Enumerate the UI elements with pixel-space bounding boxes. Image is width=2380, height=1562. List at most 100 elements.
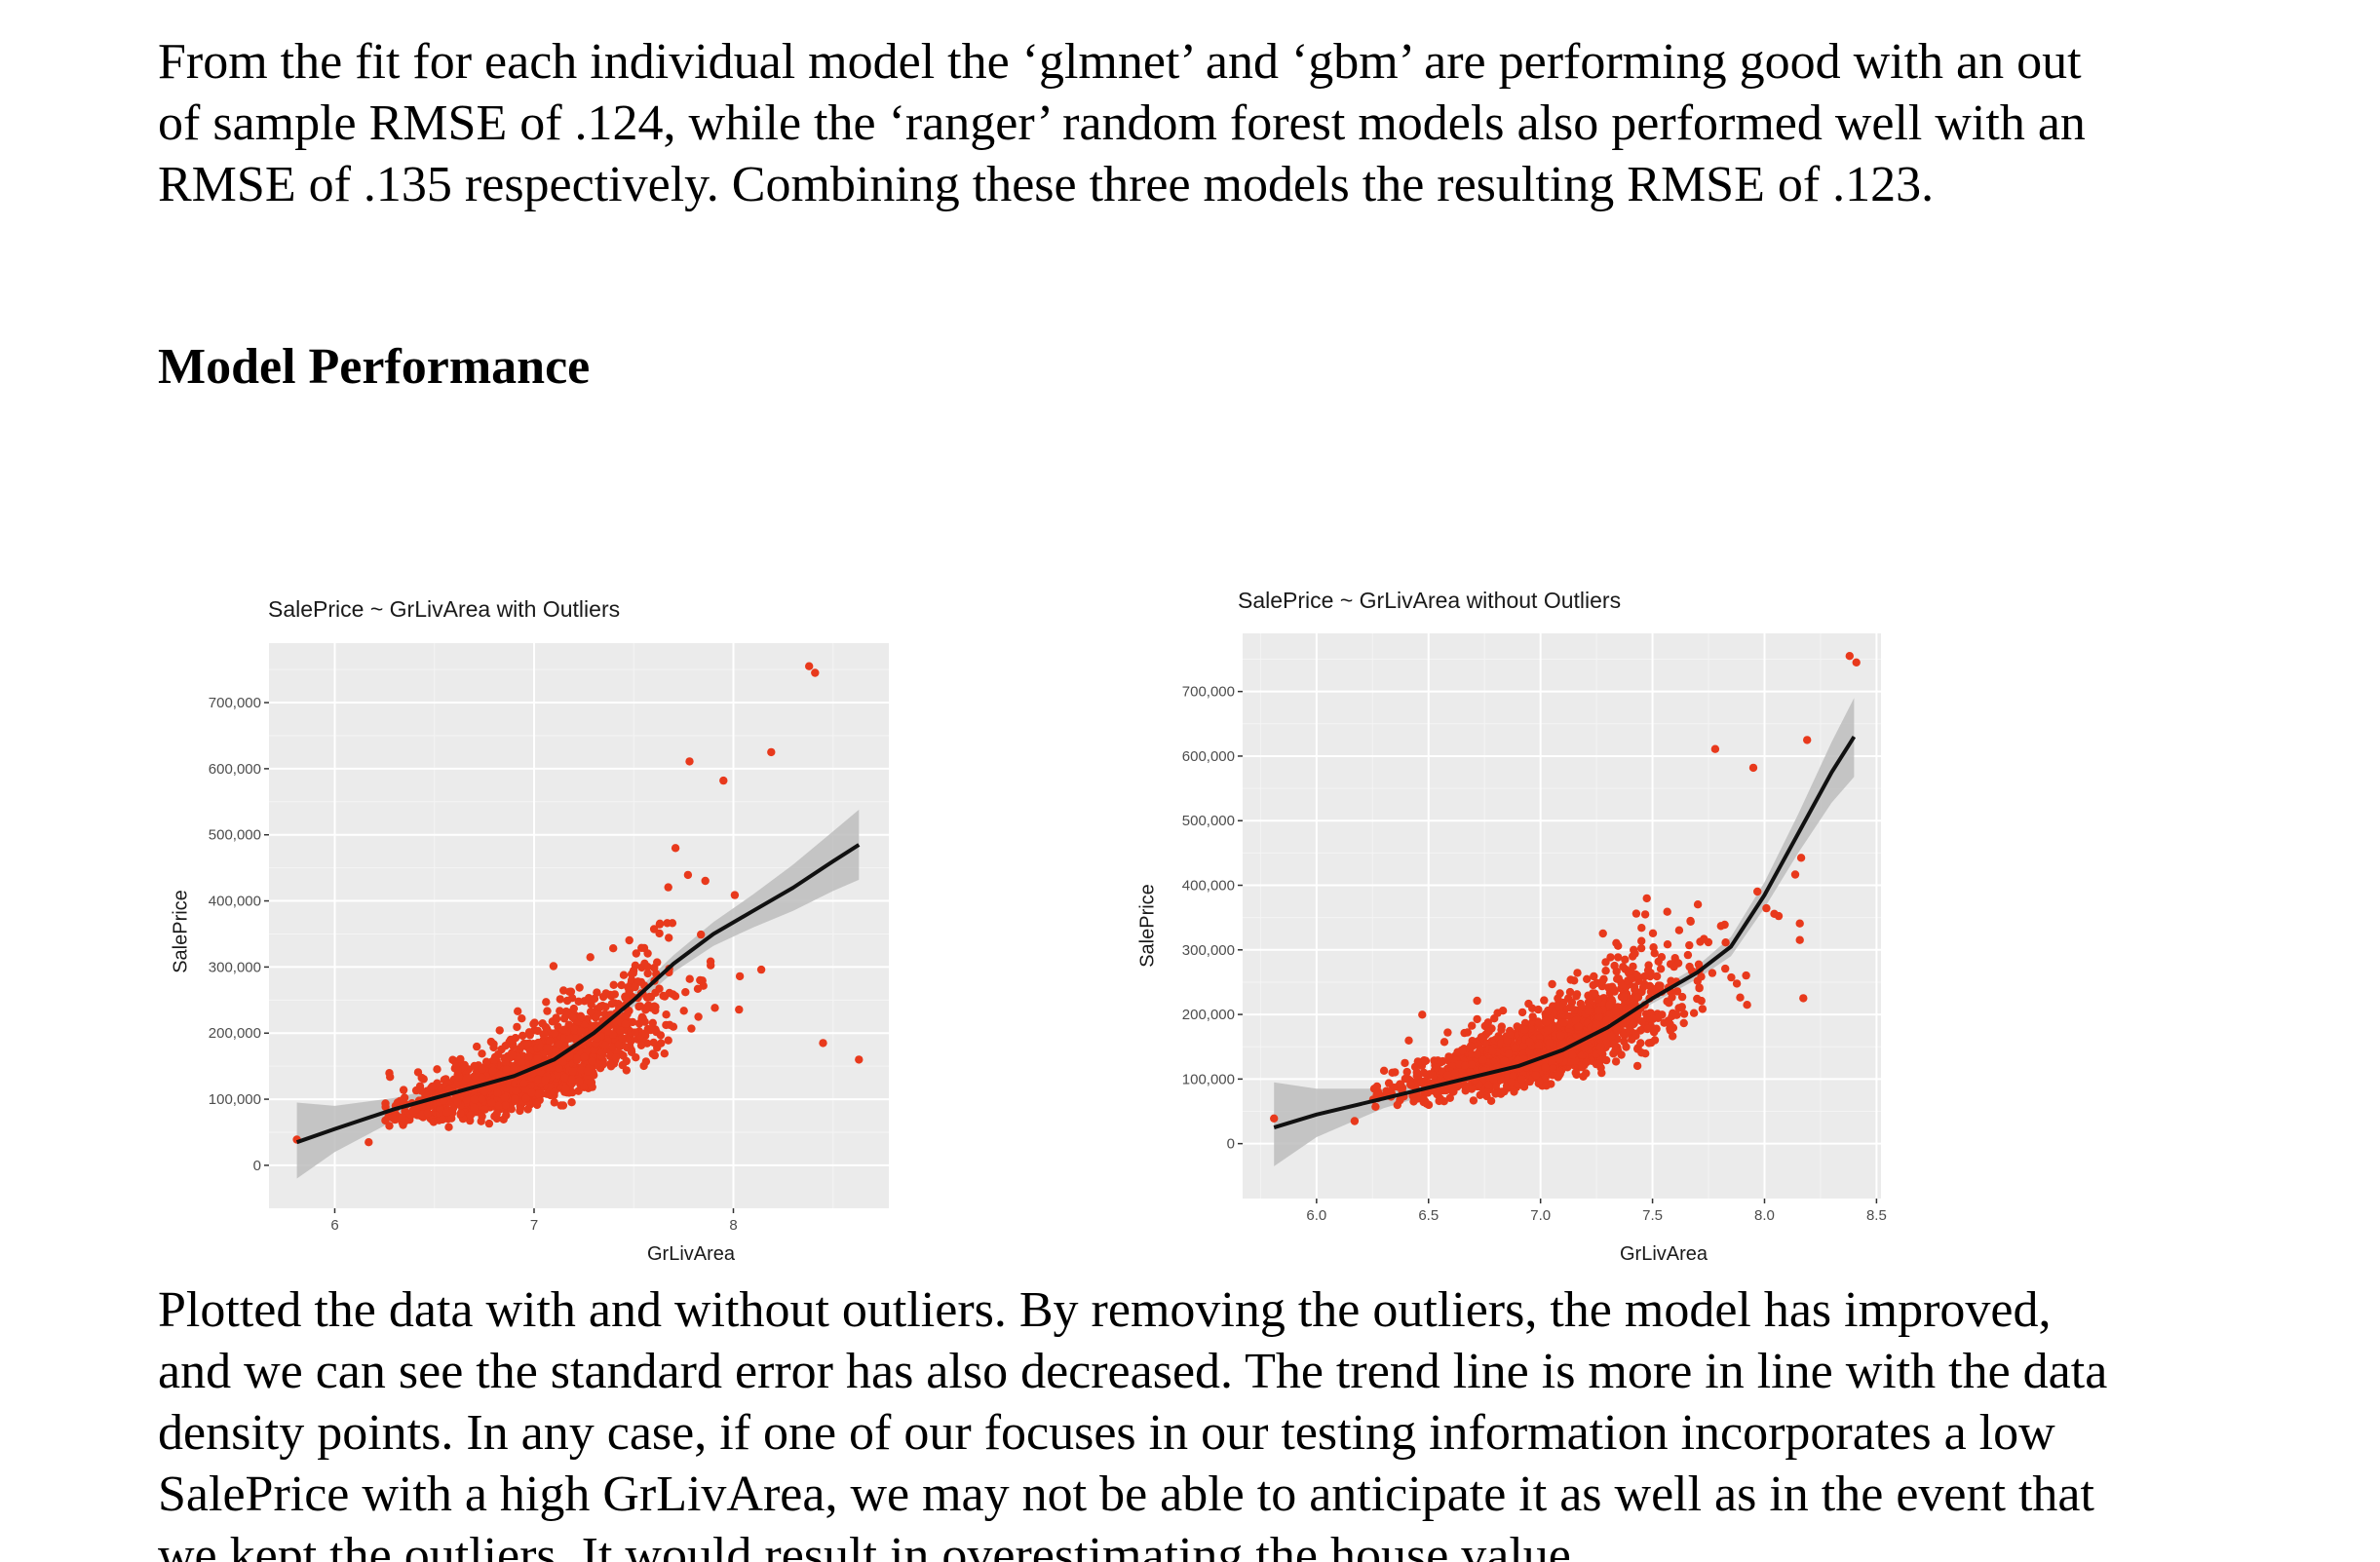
data-point (1633, 993, 1643, 1002)
data-point (1541, 1074, 1550, 1083)
data-point (1677, 1003, 1686, 1011)
data-point (1593, 1019, 1601, 1029)
data-point (1473, 1049, 1481, 1059)
data-point (596, 1002, 605, 1011)
data-point (1637, 1017, 1646, 1026)
data-point (614, 1040, 624, 1048)
data-point (1391, 1068, 1400, 1077)
data-point (679, 1007, 688, 1015)
data-point (1379, 1066, 1389, 1075)
data-point (1852, 658, 1861, 667)
data-point (1450, 1069, 1460, 1078)
data-point (511, 1034, 520, 1043)
data-point (656, 1031, 666, 1040)
data-point (1554, 1070, 1562, 1080)
data-point (625, 986, 633, 996)
data-point (481, 1057, 491, 1066)
data-point (554, 1022, 562, 1031)
data-point (514, 1007, 522, 1015)
data-point (478, 1094, 486, 1103)
data-point (1666, 1026, 1675, 1035)
data-point (631, 982, 639, 992)
data-point (653, 958, 662, 967)
data-point (1612, 938, 1621, 947)
data-point (1571, 1015, 1581, 1025)
data-point (1596, 1043, 1605, 1051)
data-point (1478, 1055, 1487, 1064)
data-point (1404, 1036, 1413, 1045)
data-point (470, 1094, 479, 1104)
data-point (1443, 1028, 1452, 1037)
data-point (1710, 744, 1720, 753)
data-point (1519, 1042, 1528, 1050)
data-point (1795, 919, 1804, 928)
data-point (1270, 1114, 1279, 1123)
data-point (436, 1105, 444, 1114)
data-point (1412, 1068, 1421, 1077)
data-point (1597, 1068, 1606, 1078)
data-point (671, 844, 680, 853)
data-point (1617, 1050, 1626, 1059)
y-tick-label: 200,000 (209, 1025, 261, 1042)
data-point (580, 1083, 589, 1091)
data-point (1762, 903, 1771, 913)
y-tick-label: 100,000 (1182, 1071, 1235, 1087)
data-point (423, 1108, 433, 1118)
data-point (1567, 1004, 1576, 1012)
data-point (456, 1109, 465, 1118)
data-point (438, 1115, 447, 1124)
data-point (1602, 1015, 1611, 1025)
data-point (1473, 996, 1481, 1006)
data-point (1748, 763, 1758, 773)
data-point (573, 1053, 582, 1063)
data-point (1489, 1075, 1498, 1084)
data-point (562, 996, 572, 1006)
data-point (1372, 1082, 1382, 1091)
data-point (621, 1019, 630, 1028)
data-point (565, 1034, 574, 1043)
data-point (1484, 1027, 1493, 1036)
data-point (442, 1108, 451, 1117)
data-point (1631, 909, 1641, 918)
data-point (1460, 1081, 1470, 1090)
data-point (1519, 1083, 1529, 1091)
data-point (735, 1005, 744, 1014)
data-point (663, 919, 672, 928)
data-point (550, 1029, 559, 1038)
data-point (1467, 1060, 1476, 1069)
data-point (532, 1100, 542, 1110)
data-point (593, 1034, 601, 1043)
data-point (417, 1086, 426, 1095)
data-point (1535, 1077, 1544, 1086)
data-point (1572, 990, 1582, 999)
data-point (632, 949, 640, 958)
data-point (1590, 971, 1598, 981)
data-point (513, 1022, 521, 1032)
data-point (478, 1073, 486, 1083)
data-point (1670, 962, 1678, 971)
data-point (1716, 922, 1725, 931)
data-point (1509, 1071, 1517, 1081)
data-point (567, 1098, 576, 1107)
data-point (1491, 1082, 1500, 1090)
data-point (586, 953, 595, 962)
smooth-trend-line (295, 843, 861, 1145)
data-point (1591, 989, 1599, 998)
data-point (616, 1026, 625, 1035)
data-point (509, 1042, 518, 1050)
data-point (574, 997, 583, 1006)
data-point (557, 1101, 565, 1110)
section-heading: Model Performance (158, 339, 591, 395)
data-point (1442, 1071, 1452, 1080)
y-tick-label: 100,000 (209, 1091, 261, 1108)
y-tick-label: 500,000 (1182, 813, 1235, 829)
x-tick-label: 6.5 (1418, 1207, 1439, 1224)
data-point (1573, 969, 1582, 977)
data-point (697, 930, 706, 939)
data-point (1627, 974, 1635, 983)
data-point (1571, 1068, 1580, 1078)
data-point (556, 995, 564, 1004)
data-point (1803, 736, 1812, 744)
data-point (1628, 1035, 1636, 1044)
data-point (523, 1105, 532, 1114)
